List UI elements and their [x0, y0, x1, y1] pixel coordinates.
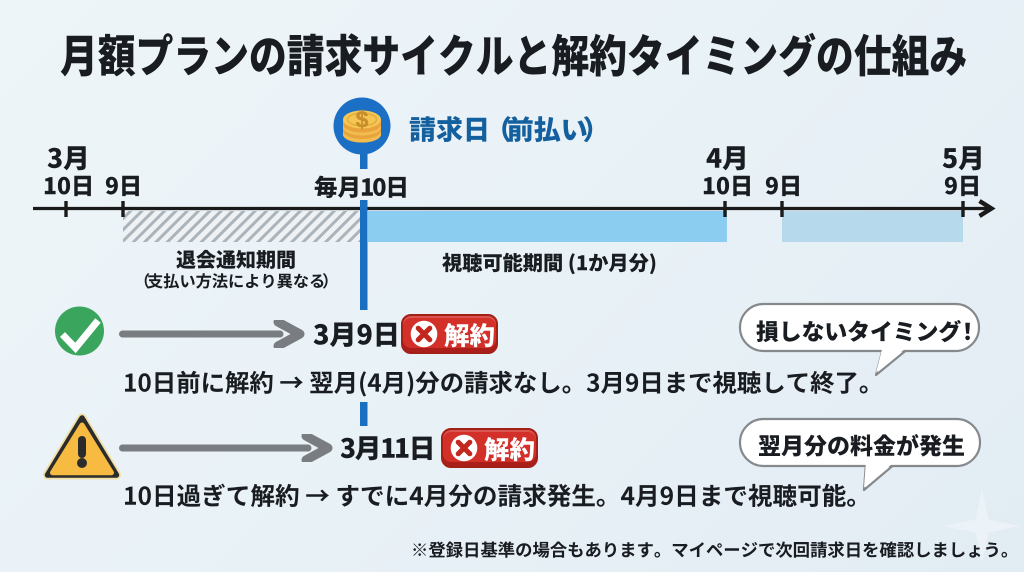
svg-text:$: $: [356, 107, 369, 133]
